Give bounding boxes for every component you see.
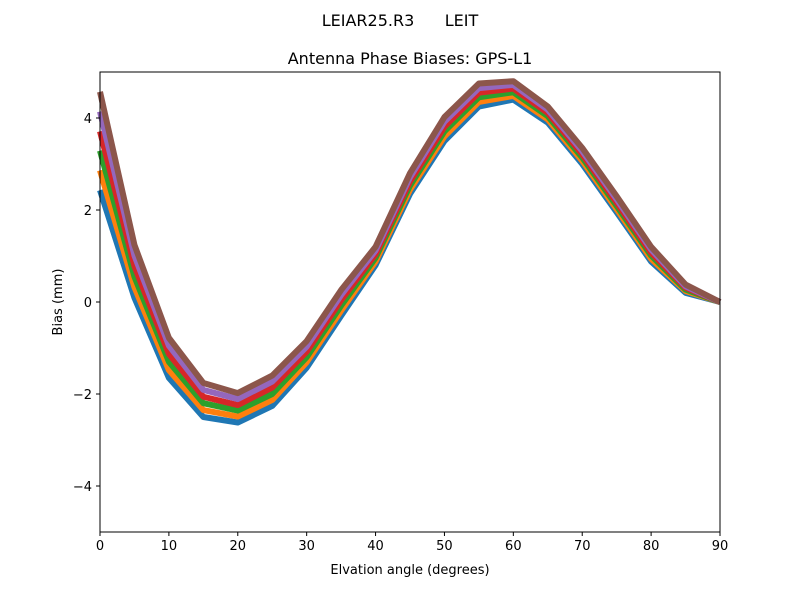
x-axis-label: Elvation angle (degrees) [330,563,489,578]
x-tick-label: 50 [436,539,453,554]
y-tick-label: 4 [84,112,92,127]
series-line-5 [97,78,722,397]
axes-frame [99,71,721,533]
x-tick-label: 20 [230,539,247,554]
chart-suptitle: LEIAR25.R3 LEIT [322,11,479,30]
y-tick-label: −4 [73,480,92,495]
x-tick-label: 30 [298,539,315,554]
x-tick-label: 40 [367,539,384,554]
y-tick-label: 2 [84,204,92,219]
x-tick-label: 80 [643,539,660,554]
x-tick-label: 60 [505,539,522,554]
series-line-3 [97,85,722,409]
y-tick-label: 0 [84,296,92,311]
axis-ticks: 0 10 20 30 40 50 60 70 80 90 −4 −2 0 2 4 [73,112,728,554]
x-tick-label: 0 [96,539,104,554]
y-axis-label: Bias (mm) [51,269,66,336]
x-tick-label: 90 [712,539,729,554]
series-line-4 [97,81,722,403]
series-line-2 [97,89,722,414]
chart-title: Antenna Phase Biases: GPS-L1 [288,49,533,68]
x-tick-label: 70 [574,539,591,554]
y-tick-label: −2 [73,388,92,403]
series-lines [97,78,722,426]
x-tick-label: 10 [161,539,178,554]
